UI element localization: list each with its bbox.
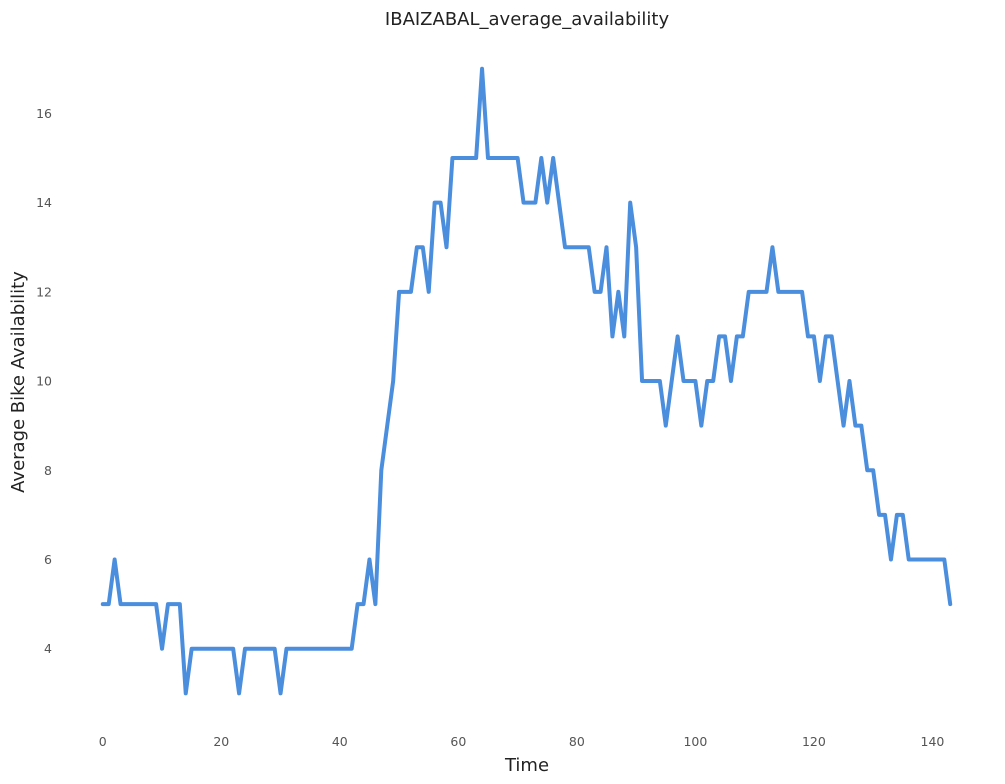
y-tick-label: 4 [44, 641, 52, 656]
y-tick-label: 16 [36, 106, 52, 121]
x-axis-label: Time [504, 755, 549, 776]
x-tick-label: 140 [921, 734, 945, 749]
x-tick-label: 0 [99, 734, 107, 749]
x-tick-label: 100 [683, 734, 707, 749]
x-tick-label: 120 [802, 734, 826, 749]
y-axis-label: Average Bike Availability [8, 271, 29, 493]
x-tick-label: 60 [450, 734, 466, 749]
x-axis-ticks: 0 20 40 60 80 100 120 140 [99, 734, 945, 749]
y-tick-label: 6 [44, 552, 52, 567]
chart-title: IBAIZABAL_average_availability [385, 9, 670, 30]
series-line [100, 66, 953, 696]
y-tick-label: 10 [36, 374, 52, 389]
y-tick-label: 8 [44, 463, 52, 478]
y-axis-ticks: 4 6 8 10 12 14 16 [36, 106, 52, 656]
x-tick-label: 40 [332, 734, 348, 749]
y-tick-label: 12 [36, 284, 52, 299]
x-tick-label: 20 [213, 734, 229, 749]
x-tick-label: 80 [569, 734, 585, 749]
y-tick-label: 14 [36, 195, 52, 210]
